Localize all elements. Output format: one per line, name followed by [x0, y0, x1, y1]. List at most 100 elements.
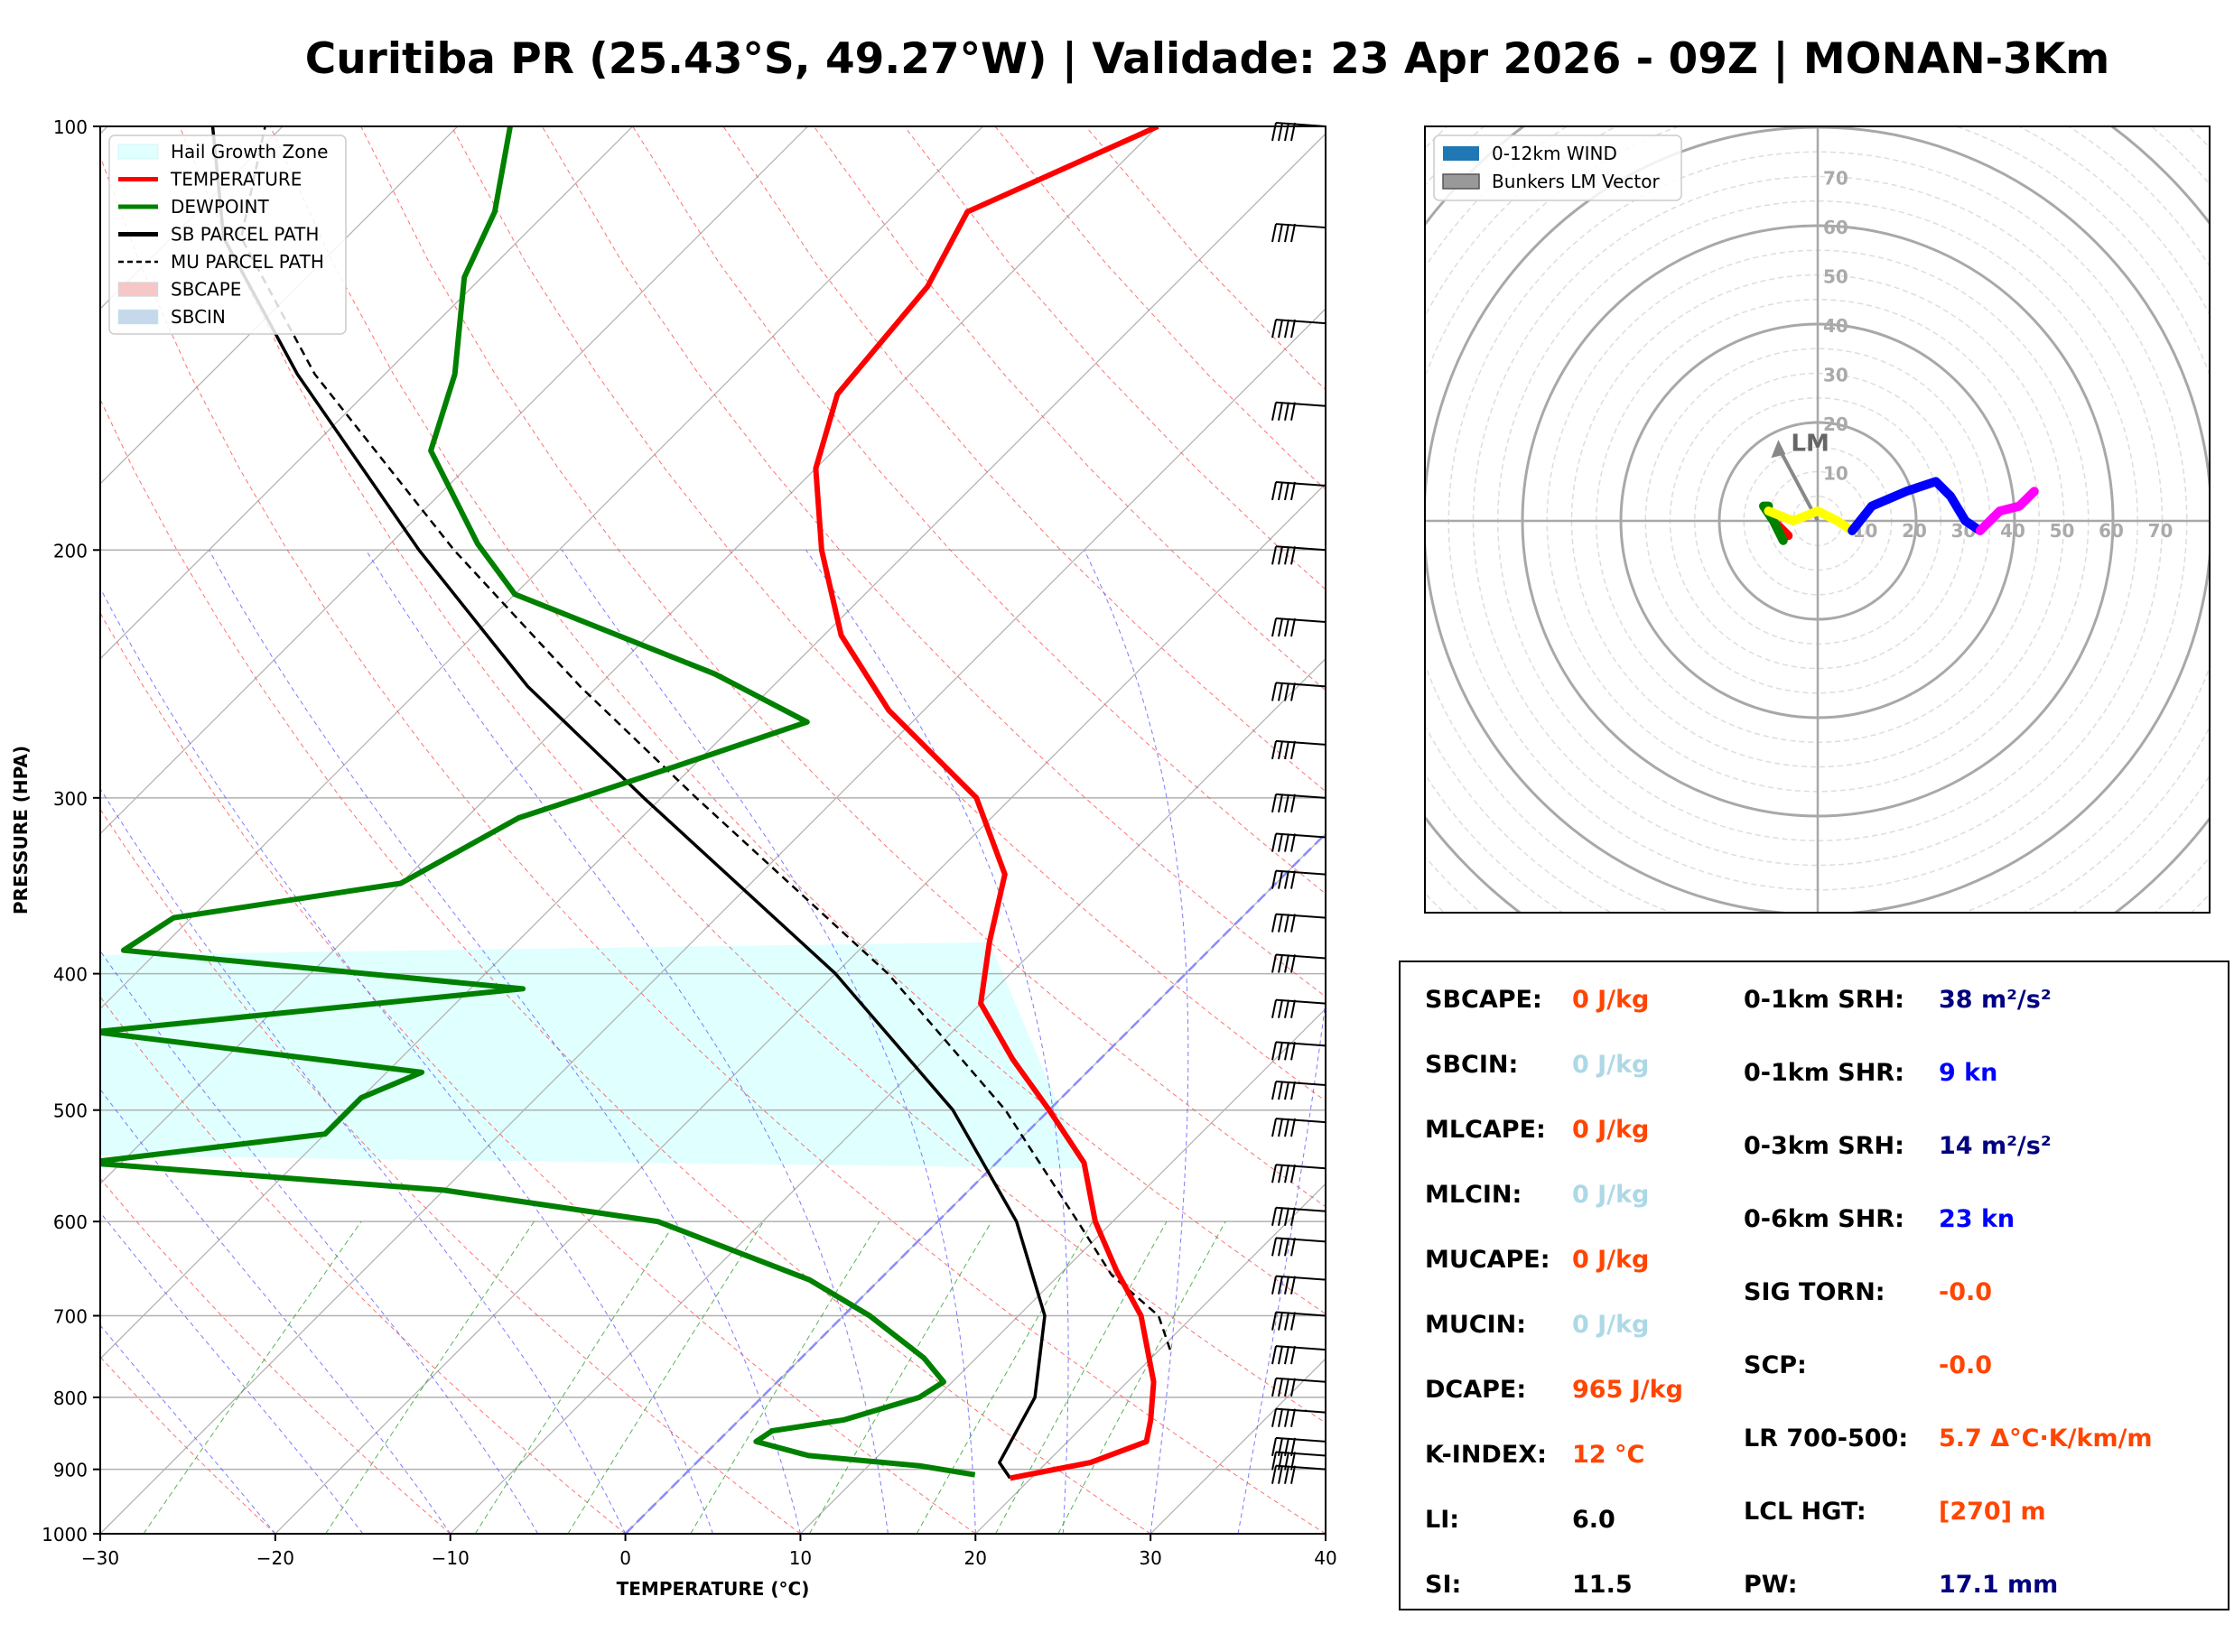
wind-barb-feather — [1290, 481, 1296, 501]
wind-barb-feather — [1284, 914, 1289, 933]
param-label: SCP: — [1744, 1351, 1807, 1379]
wind-barb-feather — [1284, 546, 1289, 565]
legend-box — [1433, 135, 1682, 201]
mixing-ratio-line — [808, 1220, 992, 1534]
mixing-ratio-line — [916, 1220, 1094, 1534]
isotherm — [100, 126, 983, 1010]
wind-barb-feather — [1284, 481, 1289, 501]
wind-barb — [1275, 1451, 1326, 1457]
wind-barb-feather — [1271, 617, 1277, 637]
wind-barb-feather — [1284, 223, 1289, 243]
wind-barb-feather — [1290, 1207, 1296, 1226]
wind-barb-feather — [1278, 1081, 1283, 1100]
wind-barb-feather — [1271, 954, 1277, 973]
wind-barb-feather — [1271, 740, 1277, 760]
mixing-ratio-line — [567, 1220, 765, 1534]
wind-barb-feather — [1290, 223, 1296, 243]
wind-barb-feather — [1290, 1081, 1296, 1100]
skewt-legend: Hail Growth Zone TEMPERATURE DEWPOINT SB PA… — [108, 135, 347, 335]
wind-barb-feather — [1271, 1465, 1277, 1484]
wind-barb-feather — [1271, 794, 1277, 813]
isotherm — [450, 657, 1326, 1534]
wind-barb-feather — [1278, 999, 1283, 1018]
hodograph-ring-label: 20 — [1823, 413, 1848, 435]
wind-barb-feather — [1284, 617, 1289, 637]
wind-barb-feather — [1271, 223, 1277, 243]
param-value: 38 m²/s² — [1939, 986, 2052, 1014]
y-axis-label: PRESSURE (HPA) — [10, 746, 32, 914]
param-label: LI: — [1425, 1506, 1460, 1534]
param-label: MLCIN: — [1425, 1181, 1522, 1209]
isotherm — [974, 1183, 1326, 1534]
y-tick-label: 400 — [53, 964, 88, 986]
dry-adiabat — [451, 126, 1326, 1102]
wind-barb — [1275, 319, 1326, 325]
wind-barb-feather — [1290, 1312, 1296, 1331]
wind-barb-feather — [1271, 1452, 1277, 1471]
wind-barb — [1275, 401, 1326, 407]
wind-barb-feather — [1290, 1345, 1296, 1365]
legend-label: MU PARCEL PATH — [171, 251, 324, 273]
wind-barb-feather — [1271, 1276, 1277, 1295]
wind-barb-feather — [1278, 954, 1283, 973]
wind-barb — [1275, 739, 1326, 746]
legend-label: SB PARCEL PATH — [171, 224, 319, 246]
wind-barb — [1275, 1377, 1326, 1383]
y-tick-label: 800 — [53, 1387, 88, 1409]
wind-barb-feather — [1278, 1345, 1283, 1365]
wind-barb-feather — [1284, 870, 1289, 889]
wind-barb — [1275, 545, 1326, 552]
isotherm — [800, 1007, 1326, 1534]
legend-label: Bunkers LM Vector — [1492, 171, 1661, 192]
wind-barb-feather — [1290, 1118, 1296, 1137]
wind-barb-feather — [1278, 914, 1283, 933]
wind-barb-feather — [1284, 1081, 1289, 1100]
hodograph-frame — [1424, 125, 2211, 914]
legend-swatch — [1442, 173, 1480, 190]
hodograph-ring-label: 50 — [1823, 266, 1848, 288]
wind-barb-feather — [1278, 794, 1283, 813]
wind-barb — [1275, 1041, 1326, 1047]
wind-barb-feather — [1278, 740, 1283, 760]
param-label: 0-1km SHR: — [1744, 1059, 1904, 1087]
wind-barb-feather — [1278, 1042, 1283, 1061]
hodograph-ring-label: 70 — [2148, 520, 2173, 542]
param-label: 0-6km SHR: — [1744, 1205, 1904, 1233]
wind-barb-feather — [1290, 954, 1296, 973]
wind-barb-feather — [1278, 1207, 1283, 1226]
hodograph-ring-label: 60 — [2099, 520, 2124, 542]
wind-barb-feather — [1284, 1165, 1289, 1183]
mixing-ratio-line — [325, 1220, 535, 1534]
hodograph-segment — [1975, 487, 2039, 535]
wind-barb-feather — [1271, 682, 1277, 701]
dewpoint-profile — [100, 126, 976, 1478]
isotherm — [100, 126, 808, 835]
wind-barb — [1275, 1407, 1326, 1414]
param-label: MLCAPE: — [1425, 1116, 1546, 1144]
wind-barb-feather — [1284, 999, 1289, 1018]
wind-barb — [1275, 1275, 1326, 1281]
param-value: 9 kn — [1939, 1059, 1998, 1087]
legend-swatch — [1443, 146, 1479, 161]
wind-barb-feather — [1271, 1081, 1277, 1100]
wind-barb-feather — [1271, 833, 1277, 852]
hodograph-ring-label: 30 — [1823, 365, 1848, 386]
dry-adiabat — [100, 398, 1151, 1534]
wind-barb-feather — [1284, 319, 1289, 339]
wind-barb-feather — [1284, 402, 1289, 421]
legend-box — [108, 135, 347, 335]
x-tick-label: 20 — [964, 1547, 987, 1569]
hodograph-ring — [1252, 0, 2234, 1087]
figure-title: Curitiba PR (25.43°S, 49.27°W) | Validad… — [304, 34, 2110, 84]
x-tick-label: 0 — [619, 1547, 631, 1569]
dry-adiabat — [100, 1177, 451, 1534]
param-value: 14 m²/s² — [1939, 1132, 2052, 1160]
param-label: SBCIN: — [1425, 1051, 1519, 1079]
x-axis-label: TEMPERATURE (°C) — [617, 1578, 810, 1600]
param-value: 0 J/kg — [1572, 1116, 1650, 1144]
param-label: PW: — [1744, 1571, 1798, 1599]
wind-barb-feather — [1278, 546, 1283, 565]
